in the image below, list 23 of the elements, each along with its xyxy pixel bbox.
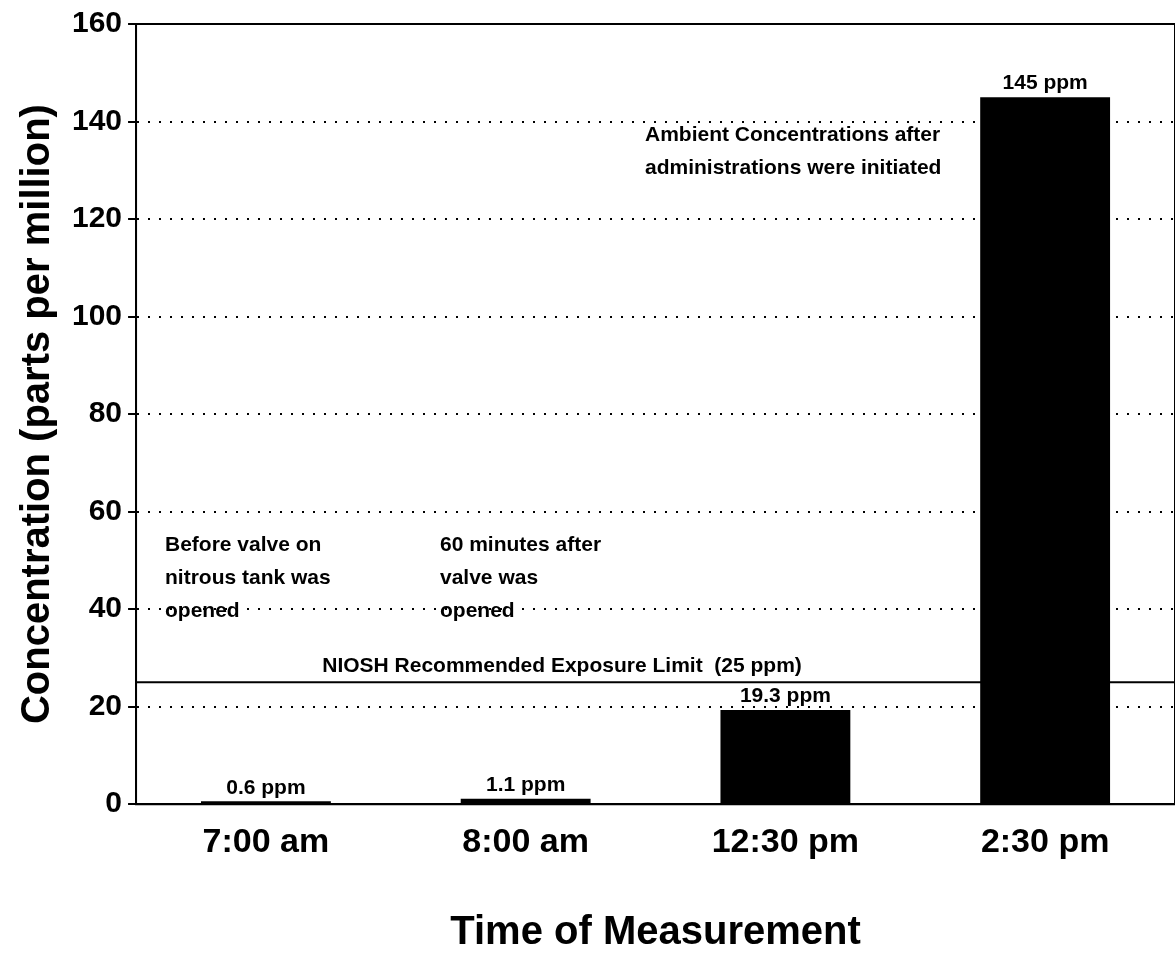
x-tick-label: 7:00 am <box>202 820 330 859</box>
annotation: Before valve on nitrous tank was opened <box>165 532 331 622</box>
x-tick-label: 2:30 pm <box>980 820 1110 859</box>
data-label: 145 ppm <box>1002 70 1088 94</box>
ref-line-label: NIOSH Recommended Exposure Limit (25 ppm) <box>322 652 802 676</box>
y-tick-label: 20 <box>88 687 123 721</box>
data-label: 19.3 ppm <box>739 683 831 707</box>
y-tick-label: 60 <box>88 492 123 526</box>
y-tick-label: 40 <box>88 590 123 624</box>
y-tick-label: 160 <box>71 5 123 39</box>
data-label: 0.6 ppm <box>226 774 306 798</box>
y-tick-label: 140 <box>71 102 123 136</box>
y-tick-label: 80 <box>88 395 123 429</box>
annotation: 60 minutes after valve was opened <box>440 532 602 622</box>
y-tick-label: 100 <box>71 297 123 331</box>
annotation: Ambient Concentrations after administrations were initiated <box>645 122 942 179</box>
y-axis-title: Concentration (parts per million) <box>13 104 58 725</box>
y-tick-label: 0 <box>105 785 123 819</box>
x-tick-label: 12:30 pm <box>711 820 860 859</box>
y-tick-label: 120 <box>71 200 123 234</box>
x-axis-title: Time of Measurement <box>450 908 861 953</box>
data-label: 1.1 ppm <box>485 772 566 796</box>
x-tick-label: 8:00 am <box>462 820 589 859</box>
